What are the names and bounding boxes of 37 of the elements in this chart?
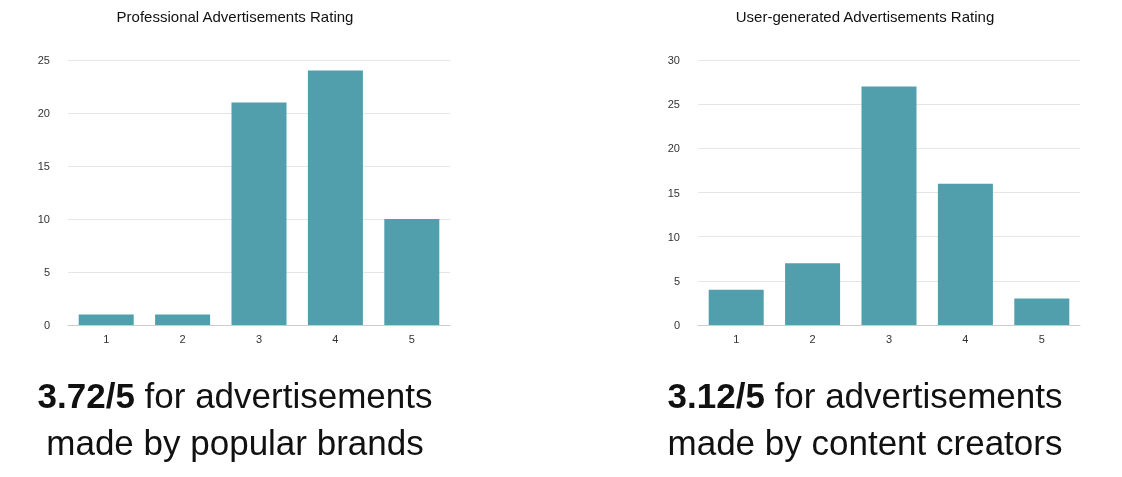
- bar: [861, 86, 917, 325]
- x-tick-label: 5: [408, 332, 415, 345]
- y-tick-label: 25: [37, 54, 50, 66]
- chart-title: Professional Advertisements Rating: [116, 8, 354, 25]
- bar: [231, 102, 287, 325]
- y-tick-label: 5: [43, 266, 50, 278]
- x-tick-label: 2: [179, 332, 186, 345]
- text: 3.12/5 for advertisements made by content creators: [666, 375, 1064, 464]
- text: 3.72/5 for advertisements made by popular brands: [36, 375, 434, 464]
- x-tick-label: 3: [885, 332, 893, 345]
- y-tick-label: 0: [673, 319, 680, 331]
- bar: [708, 289, 764, 325]
- y-tick-label: 20: [667, 142, 680, 155]
- bar: [78, 314, 134, 325]
- bar: [384, 219, 440, 325]
- x-tick-label: 5: [1038, 332, 1045, 345]
- bar: [937, 183, 993, 325]
- y-tick-label: 5: [673, 274, 680, 287]
- x-tick-label: 3: [255, 332, 263, 345]
- bar: [1014, 298, 1070, 325]
- bar: [785, 263, 841, 325]
- y-tick-label: 15: [37, 160, 50, 172]
- x-tick-label: 4: [962, 332, 969, 345]
- x-tick-label: 2: [809, 332, 816, 345]
- y-tick-label: 10: [667, 230, 680, 243]
- x-tick-label: 1: [733, 332, 740, 345]
- x-tick-label: 4: [332, 332, 339, 345]
- x-tick-label: 1: [103, 332, 110, 345]
- y-tick-label: 20: [37, 107, 50, 119]
- y-tick-label: 15: [667, 186, 680, 199]
- y-tick-label: 10: [37, 213, 50, 225]
- y-tick-label: 30: [667, 54, 680, 66]
- y-tick-label: 25: [667, 98, 680, 111]
- y-tick-label: 0: [43, 319, 50, 331]
- bar: [307, 70, 363, 325]
- chart-title: User-generated Advertisements Rating: [735, 8, 995, 25]
- bar: [155, 314, 211, 325]
